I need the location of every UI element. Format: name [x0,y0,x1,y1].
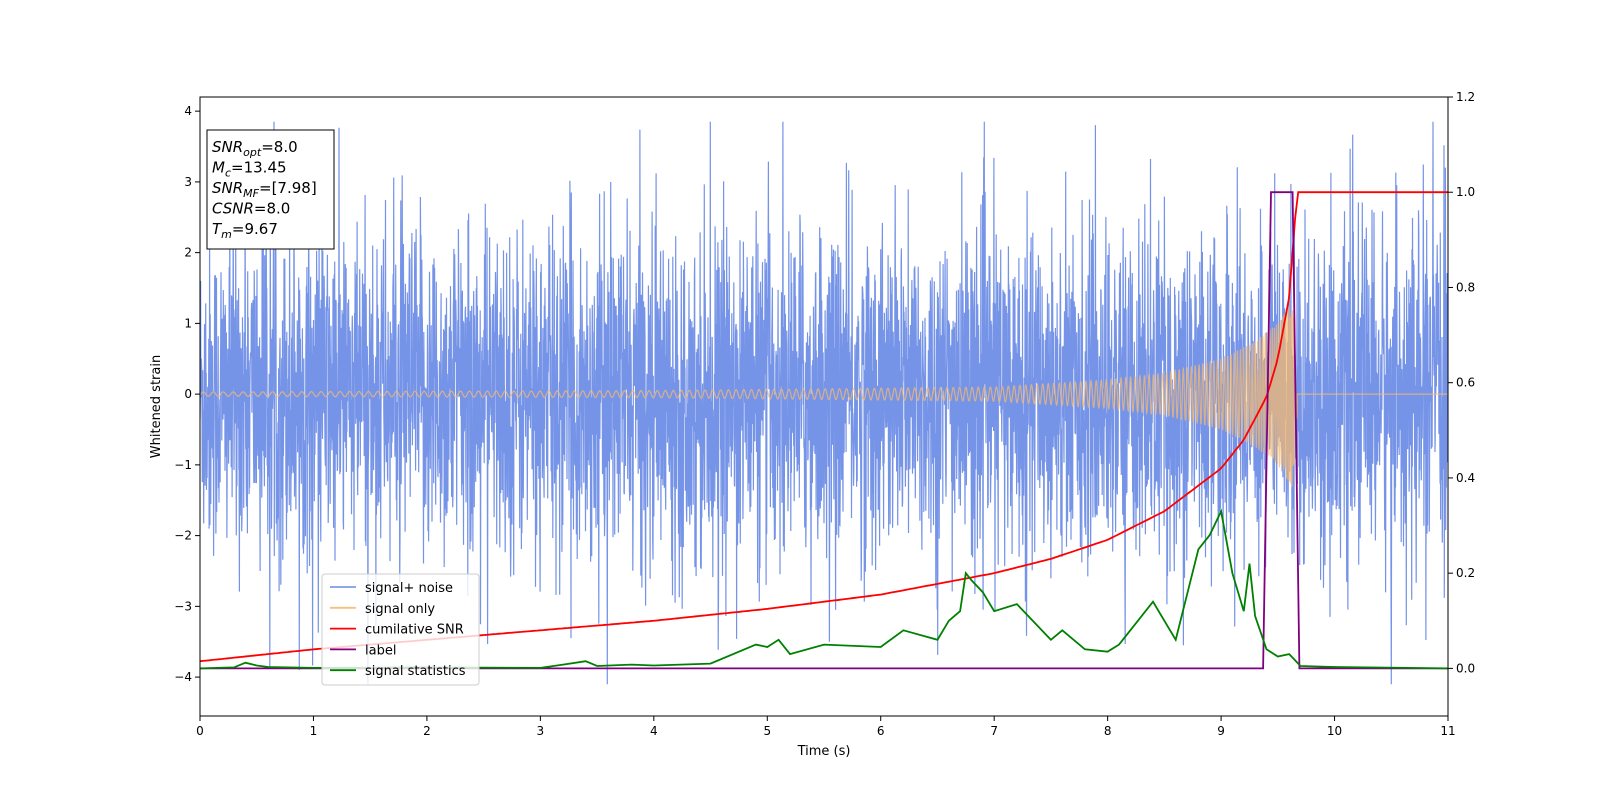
info-box: SNRopt=8.0Mc=13.45SNRMF=[7.98]CSNR=8.0Tm… [206,129,335,250]
x-tick-label: 2 [423,724,431,738]
x-tick-label: 11 [1440,724,1455,738]
y-left-tick-label: 4 [184,104,192,118]
x-tick-label: 10 [1327,724,1342,738]
legend: signal+ noise signal only cumilative SNR la… [321,573,480,686]
x-tick-label: 4 [650,724,658,738]
info-value: =8.0 [254,200,290,218]
info-variable: SNR [212,138,243,156]
y-right-tick-label: 0.2 [1456,566,1475,580]
y-right-tick-label: 0.0 [1456,661,1475,675]
y-left-tick-label: −2 [174,529,192,543]
info-subscript: m [221,228,232,241]
legend-label: signal statistics [365,664,466,679]
y-right-tick-label: 1.2 [1456,90,1475,104]
y-left-tick-label: −3 [174,599,192,613]
series-label-line [200,191,1448,670]
y-left-tick-label: 1 [184,316,192,330]
axes: 0 1 2 3 4 5 6 7 8 9 10 11 −4 −3 −2 −1 0 1 2 3 4 0.0 0.2 0.4 0.6 0… [174,90,1475,738]
x-tick-label: 6 [877,724,885,738]
info-variable: M [212,159,225,177]
info-value: =9.67 [232,220,278,238]
info-line: Tm=9.67 [212,220,278,241]
info-value: =[7.98] [259,179,317,197]
info-line: CSNR=8.0 [212,200,290,218]
info-box-frame [206,129,335,250]
y-left-tick-label: 2 [184,246,192,260]
info-line: SNRopt=8.0 [212,138,298,159]
y-left-tick-label: 0 [184,387,192,401]
x-axis-label: Time (s) [797,744,851,759]
info-subscript: c [225,167,231,180]
info-subscript: opt [243,146,262,159]
info-variable: CSNR [212,200,254,218]
y-left-tick-label: −1 [174,458,192,472]
legend-label: signal+ noise [365,581,453,596]
x-tick-label: 1 [310,724,318,738]
x-tick-label: 0 [196,724,204,738]
info-variable: T [212,220,223,238]
x-tick-label: 5 [763,724,771,738]
info-value: =8.0 [261,138,297,156]
legend-box [321,573,480,686]
y-right-tick-label: 1.0 [1456,185,1475,199]
legend-label: cumilative SNR [365,623,464,638]
y-left-tick-label: 3 [184,175,192,189]
x-tick-label: 7 [990,724,998,738]
y-axis-label: Whitened strain [149,355,164,458]
series-signal-statistics-line [200,508,1448,670]
axes-frame [199,96,1449,717]
x-tick-label: 9 [1217,724,1225,738]
legend-label: signal only [365,602,435,617]
series-signal-noise-line [200,121,1448,685]
y-left-tick-label: −4 [174,670,192,684]
y-right-tick-label: 0.4 [1456,471,1475,485]
info-value: =13.45 [231,159,287,177]
x-tick-label: 8 [1104,724,1112,738]
y-right-tick-label: 0.8 [1456,280,1475,294]
legend-label: label [365,643,396,658]
y-right-tick-label: 0.6 [1456,376,1475,390]
series-signal-only-line [200,306,1448,488]
info-variable: SNR [212,179,243,197]
info-line: SNRMF=[7.98] [212,179,317,200]
x-tick-label: 3 [537,724,545,738]
info-subscript: MF [243,187,259,200]
info-line: Mc=13.45 [212,159,287,180]
